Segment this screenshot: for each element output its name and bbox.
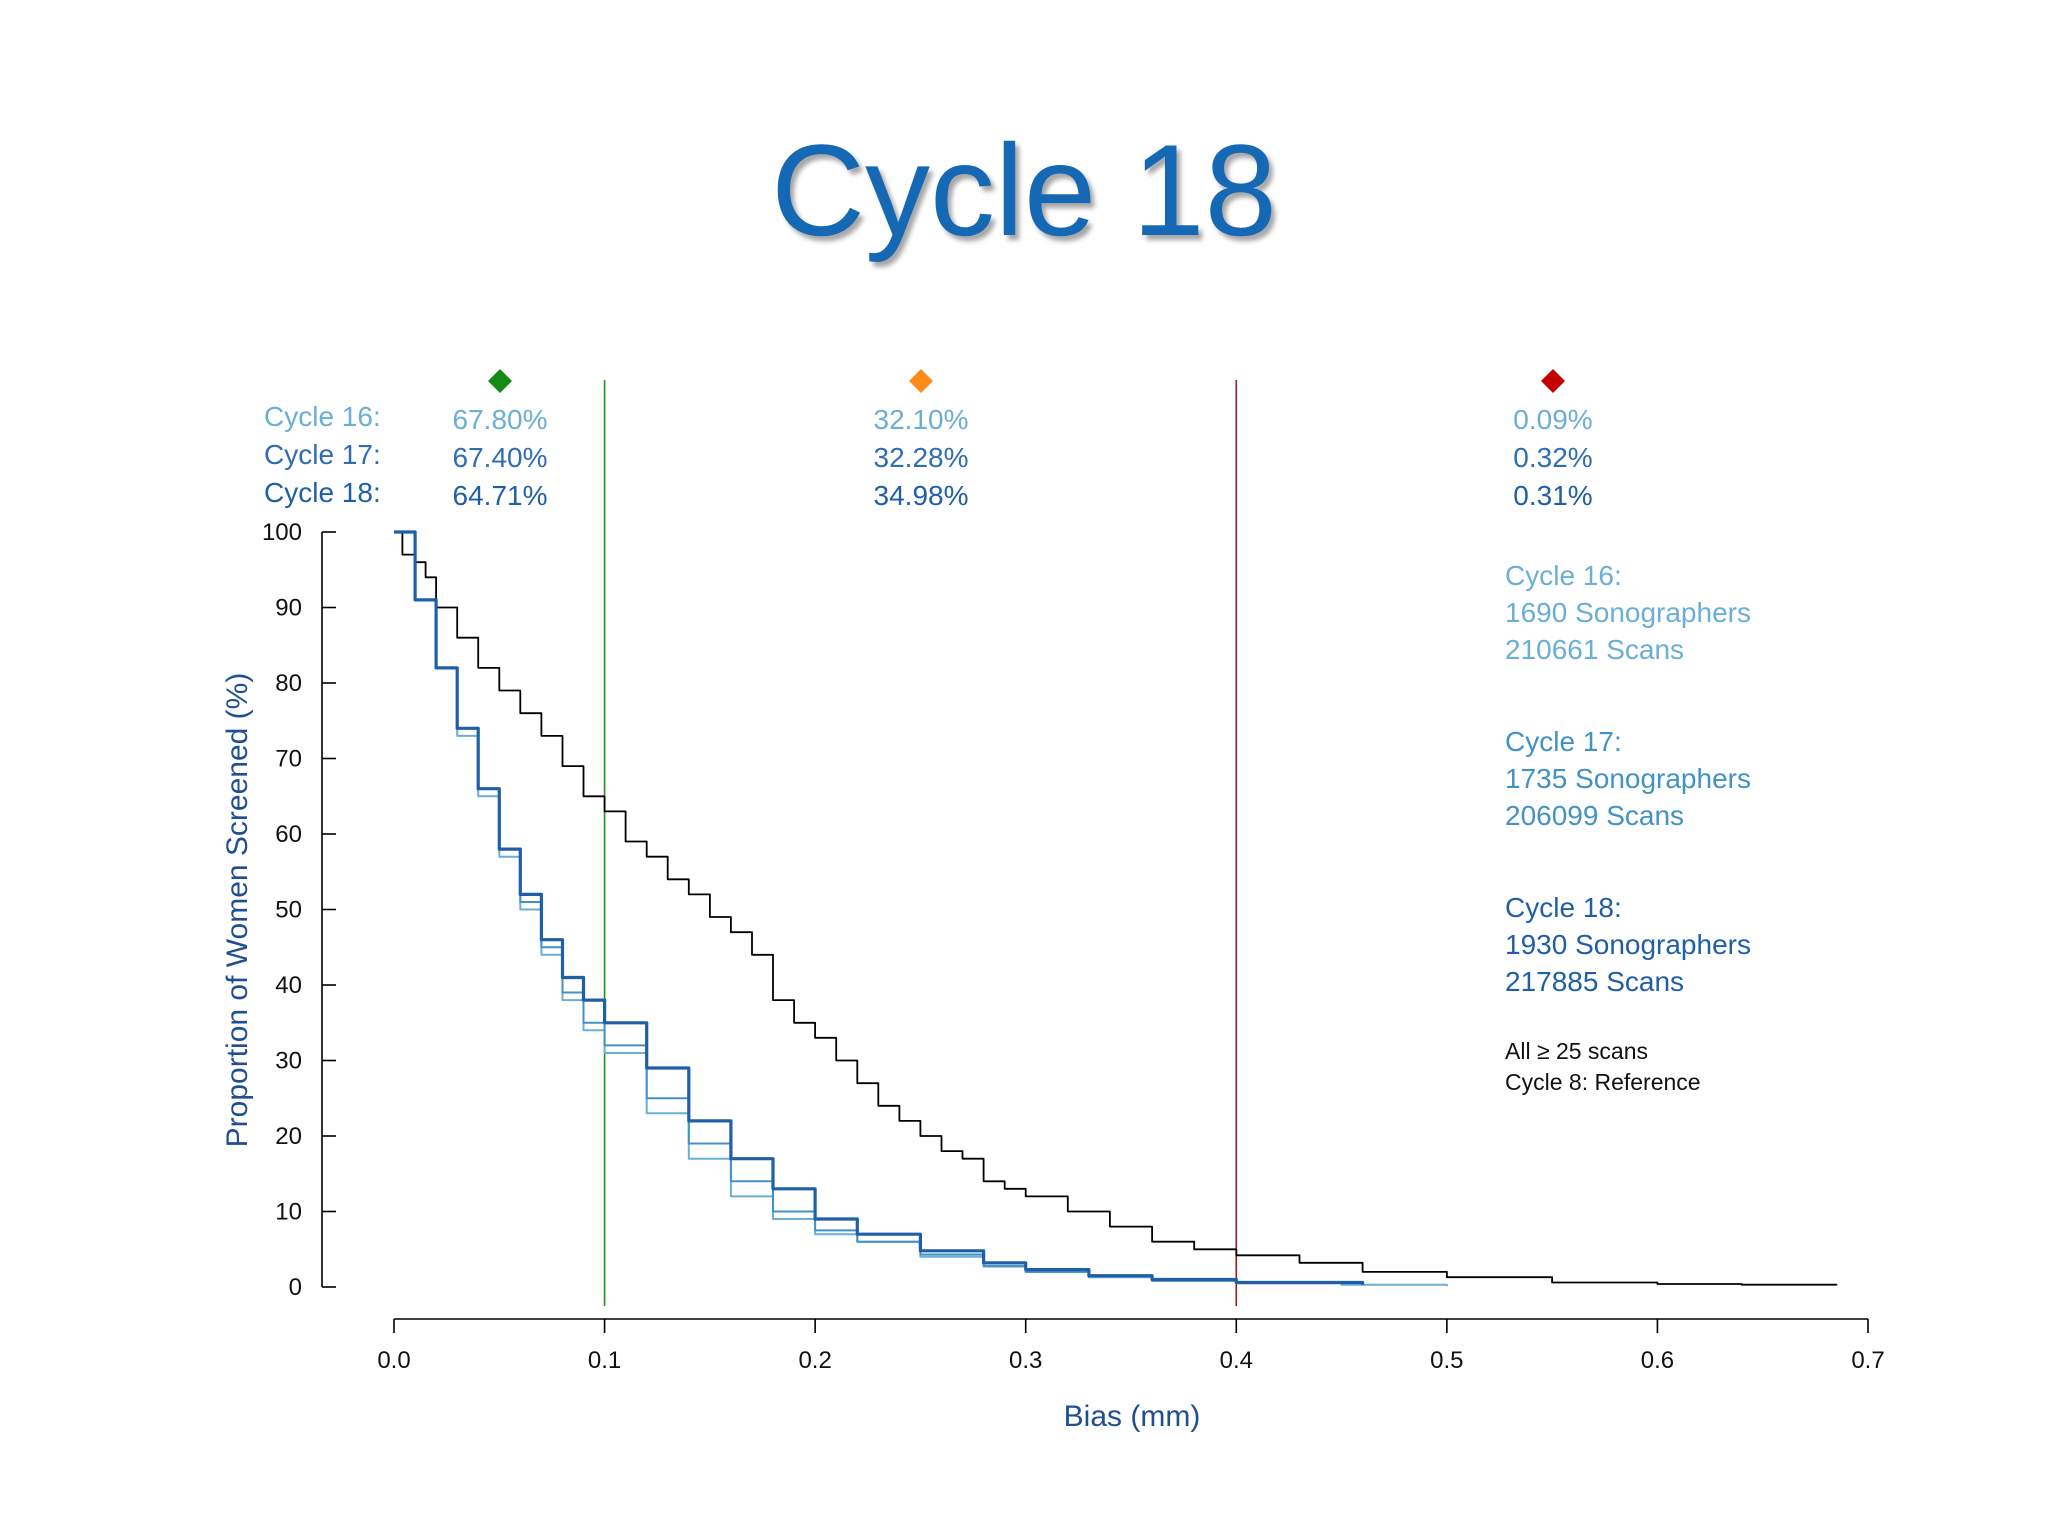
pct-cycle17-orange: 32.28%	[874, 442, 969, 473]
info-cycle17-label: Cycle 17:	[1505, 726, 1622, 757]
info-cycle18-label: Cycle 18:	[1505, 892, 1622, 923]
x-tick-label: 0.6	[1641, 1347, 1674, 1374]
info-cycle16-sonographers: 1690 Sonographers	[1505, 597, 1751, 628]
reference-lines	[603, 380, 1238, 1306]
pct-cycle18-red: 0.31%	[1513, 480, 1592, 511]
y-tick-label: 70	[275, 746, 302, 773]
x-tick-label: 0.0	[377, 1347, 410, 1374]
red-diamond-marker	[1541, 369, 1565, 393]
orange-diamond-marker	[909, 369, 933, 393]
y-tick-label: 20	[275, 1123, 302, 1150]
legend-info: Cycle 16: 1690 Sonographers 210661 Scans…	[1505, 560, 1751, 1095]
info-cycle16-label: Cycle 16:	[1505, 560, 1622, 591]
pct-cycle18-orange: 34.98%	[874, 480, 969, 511]
note-min-scans: All ≥ 25 scans	[1505, 1038, 1648, 1064]
y-tick-label: 80	[275, 670, 302, 697]
info-cycle18-sonographers: 1930 Sonographers	[1505, 929, 1751, 960]
info-cycle17-sonographers: 1735 Sonographers	[1505, 763, 1751, 794]
series-cycle-8-reference	[394, 531, 1838, 1286]
x-axis-title: Bias (mm)	[1064, 1400, 1201, 1433]
y-tick-label: 40	[275, 972, 302, 999]
row-label-cycle17: Cycle 17:	[264, 439, 381, 470]
info-cycle17-scans: 206099 Scans	[1505, 800, 1684, 831]
series-group	[394, 530, 1838, 1287]
pct-cycle17-red: 0.32%	[1513, 442, 1592, 473]
slide-title: Cycle 18	[771, 117, 1277, 263]
series-cycle-18	[394, 530, 1365, 1285]
x-tick-label: 0.2	[798, 1347, 831, 1374]
pct-cycle16-orange: 32.10%	[874, 404, 969, 435]
pct-cycle16-red: 0.09%	[1513, 404, 1592, 435]
y-tick-label: 0	[289, 1274, 302, 1301]
y-tick-label: 90	[275, 595, 302, 622]
x-tick-label: 0.5	[1430, 1347, 1463, 1374]
percent-table: Cycle 16: Cycle 17: Cycle 18: 67.80% 67.…	[264, 401, 1593, 511]
note-reference: Cycle 8: Reference	[1505, 1069, 1701, 1095]
y-tick-label: 30	[275, 1048, 302, 1075]
row-label-cycle18: Cycle 18:	[264, 477, 381, 508]
x-tick-label: 0.1	[588, 1347, 621, 1374]
x-tick-label: 0.3	[1009, 1347, 1042, 1374]
green-diamond-marker	[488, 369, 512, 393]
category-markers	[488, 369, 1565, 393]
pct-cycle17-green: 67.40%	[453, 442, 548, 473]
y-tick-label: 10	[275, 1199, 302, 1226]
y-tick-label: 60	[275, 821, 302, 848]
y-axis-title: Proportion of Women Screened (%)	[221, 673, 254, 1148]
series-cycle-16	[394, 531, 1448, 1287]
pct-cycle16-green: 67.80%	[453, 404, 548, 435]
y-tick-label: 50	[275, 897, 302, 924]
y-tick-label: 100	[262, 519, 302, 546]
series-cycle-17	[394, 531, 1343, 1285]
row-label-cycle16: Cycle 16:	[264, 401, 381, 432]
x-tick-label: 0.7	[1851, 1347, 1884, 1374]
info-cycle16-scans: 210661 Scans	[1505, 634, 1684, 665]
axes: 0 10 20 30 40 50 60 70 80 90 100 0.0 0.1 0.2 0.3 0.4 0.5…	[262, 519, 1885, 1374]
x-tick-label: 0.4	[1220, 1347, 1253, 1374]
pct-cycle18-green: 64.71%	[453, 480, 548, 511]
info-cycle18-scans: 217885 Scans	[1505, 966, 1684, 997]
